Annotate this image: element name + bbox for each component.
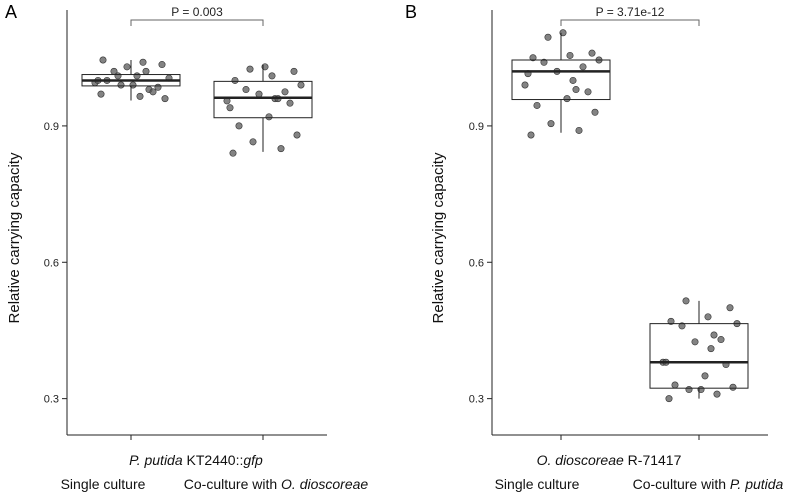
panel-a-point	[229, 149, 237, 157]
panel-a-point	[149, 88, 157, 96]
panel-a-category-coculture-partner: O. dioscoreae	[281, 476, 368, 492]
panel-b-point	[682, 297, 690, 305]
panel-a-category-coculture: Co-culture with O. dioscoreae	[184, 476, 369, 492]
panel-b-category-coculture: Co-culture with P. putida	[633, 476, 784, 492]
panel-b-point	[729, 383, 737, 391]
panel-b-points	[521, 29, 741, 403]
panel-b-category-single: Single culture	[495, 476, 580, 492]
panel-b-point	[563, 95, 571, 103]
panel-b-letter: B	[405, 2, 417, 22]
panel-a-point	[231, 76, 239, 84]
panel-b-y-tick-label: 0.6	[469, 257, 484, 269]
panel-b-y-tick-label: 0.3	[469, 394, 484, 406]
panel-b-point	[704, 313, 712, 321]
panel-b-y-ticks: 0.3 0.6 0.9	[469, 121, 492, 406]
panel-a-point	[281, 88, 289, 96]
panel-b-point	[547, 120, 555, 128]
panel-a-organism-name: P. putida	[129, 452, 183, 468]
panel-b-point	[726, 304, 734, 312]
panel-a-point	[123, 63, 131, 71]
panel-a-y-tick-label: 0.9	[44, 121, 59, 133]
panel-a-boxes	[81, 60, 313, 152]
panel-b-box-0	[511, 59, 611, 101]
panel-b-point	[701, 372, 709, 380]
panel-b-y-tick-label: 0.9	[469, 121, 484, 133]
panel-a-organism-strain: KT2440::	[183, 452, 244, 468]
panel-a-points	[91, 56, 305, 157]
panel-a-significance-bracket	[130, 19, 264, 26]
panel-b-point	[707, 345, 715, 353]
panel-b-point	[713, 390, 721, 398]
panel-b-organism-label: O. dioscoreae R-71417	[537, 452, 682, 468]
panel-a-point	[97, 90, 105, 98]
panel-a-point	[117, 81, 125, 89]
panel-a-point	[246, 65, 254, 73]
panel-b-category-coculture-partner: P. putida	[730, 476, 784, 492]
panel-b-point	[572, 86, 580, 94]
panel-a-point	[142, 67, 150, 75]
panel-a-point	[158, 61, 166, 69]
panel-b-point	[529, 54, 537, 62]
panel-a-organism-label: P. putida KT2440::gfp	[129, 452, 263, 468]
panel-b-point	[540, 58, 548, 66]
panel-a-point	[268, 72, 276, 80]
panel-b-point	[591, 108, 599, 116]
panel-b-point	[691, 338, 699, 346]
panel-b-category-coculture-prefix: Co-culture with	[633, 476, 730, 492]
panel-a-box-1	[213, 80, 313, 119]
panel-b-point	[544, 33, 552, 41]
panel-a-category-coculture-prefix: Co-culture with	[184, 476, 281, 492]
panel-a-y-axis-label: Relative carrying capacity	[6, 152, 23, 323]
panel-a-point	[235, 122, 243, 130]
panel-a-point	[139, 58, 147, 66]
panel-b-point	[521, 81, 529, 89]
panel-a-point	[290, 67, 298, 75]
panel-a-point	[286, 99, 294, 107]
panel-b-point	[579, 63, 587, 71]
panel-b-point	[678, 322, 686, 330]
panel-b-point	[533, 101, 541, 109]
panel-a-point	[161, 95, 169, 103]
panel-a-point	[99, 56, 107, 64]
panel-b-y-axis-label: Relative carrying capacity	[430, 152, 447, 323]
panel-b-organism-name: O. dioscoreae	[537, 452, 624, 468]
panel-b: B Relative carrying capacity 0.3 0.6 0.9 P…	[405, 2, 784, 492]
panel-b-point	[527, 131, 535, 139]
panel-a-y-tick-label: 0.3	[44, 394, 59, 406]
panel-b-point	[566, 51, 574, 59]
panel-b-significance-bracket	[560, 19, 700, 26]
panel-b-point	[665, 395, 673, 403]
panel-a-point	[265, 113, 273, 121]
panel-a-y-ticks: 0.3 0.6 0.9	[44, 121, 67, 406]
panel-a-significance-label: P = 0.003	[171, 5, 223, 19]
panel-a-point	[136, 92, 144, 100]
panel-a-organism-marker: gfp	[243, 452, 263, 468]
panel-a-point	[277, 145, 285, 153]
panel-b-box-1	[649, 323, 749, 389]
panel-a-point	[226, 104, 234, 112]
panel-a-point	[293, 131, 301, 139]
panel-b-point	[710, 331, 718, 339]
panel-b-point	[569, 76, 577, 84]
panel-a-category-single: Single culture	[61, 476, 146, 492]
panel-b-point	[667, 317, 675, 325]
panel-b-point	[717, 336, 725, 344]
panel-b-point	[575, 126, 583, 134]
panel-a: A Relative carrying capacity 0.3 0.6 0.9 P…	[5, 2, 368, 492]
panel-b-significance-label: P = 3.71e-12	[596, 5, 665, 19]
panel-a-point	[249, 138, 257, 146]
panel-a-letter: A	[5, 2, 17, 22]
panel-b-organism-strain: R-71417	[624, 452, 682, 468]
panel-a-y-tick-label: 0.6	[44, 257, 59, 269]
panel-b-point	[584, 88, 592, 96]
panel-b-boxes	[511, 32, 749, 399]
panel-b-point	[588, 49, 596, 57]
panel-a-point	[242, 86, 250, 94]
